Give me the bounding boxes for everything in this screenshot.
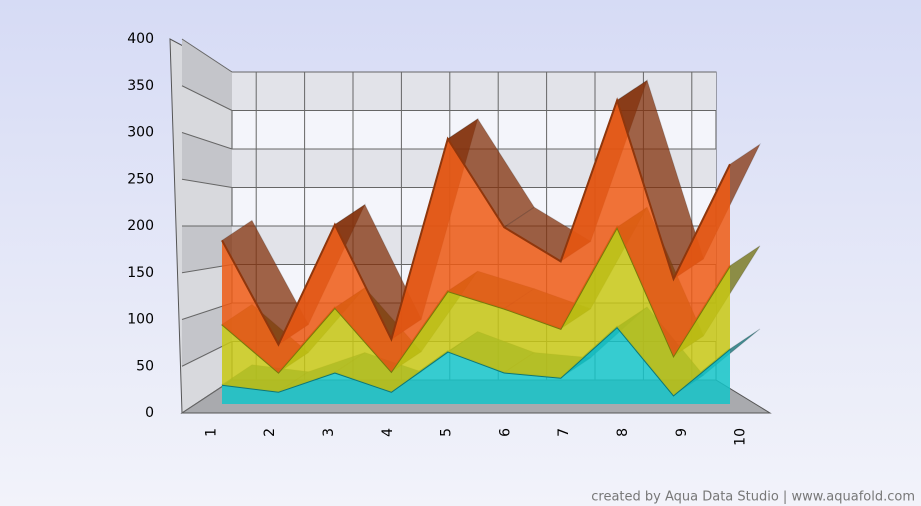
y-tick-label: 150 — [127, 265, 154, 281]
grid-line — [181, 38, 233, 73]
y-tick-label: 0 — [145, 405, 154, 421]
y-tick-label: 50 — [136, 358, 154, 374]
x-tick-label: 10 — [733, 428, 749, 446]
x-tick-label: 8 — [615, 428, 631, 437]
area — [222, 327, 730, 404]
x-tick-label: 9 — [674, 428, 690, 437]
y-tick-label: 400 — [127, 31, 154, 47]
x-tick-label: 7 — [556, 428, 572, 437]
grid-band — [182, 39, 232, 111]
x-tick-label: 1 — [203, 428, 219, 437]
grid-line — [181, 132, 233, 150]
grid-band — [182, 226, 232, 273]
grid-line — [181, 178, 233, 188]
x-tick-label: 3 — [321, 428, 337, 437]
x-tick-label: 2 — [262, 428, 278, 437]
y-tick-label: 300 — [127, 125, 154, 141]
y-tick-label: 350 — [127, 78, 154, 94]
x-tick-label: 5 — [439, 428, 455, 437]
area-line — [221, 97, 731, 347]
footer: created by Aqua Data Studio | www.aquafo… — [591, 490, 915, 505]
grid-line — [181, 85, 233, 111]
y-tick-label: 250 — [127, 171, 154, 187]
area — [222, 100, 730, 373]
grid-band — [182, 132, 232, 188]
y-tick-label: 200 — [127, 218, 154, 234]
y-tick-label: 100 — [127, 312, 154, 328]
area — [222, 227, 730, 396]
grid-band — [182, 303, 232, 367]
x-tick-label: 4 — [380, 428, 396, 437]
x-tick-label: 6 — [497, 428, 513, 437]
